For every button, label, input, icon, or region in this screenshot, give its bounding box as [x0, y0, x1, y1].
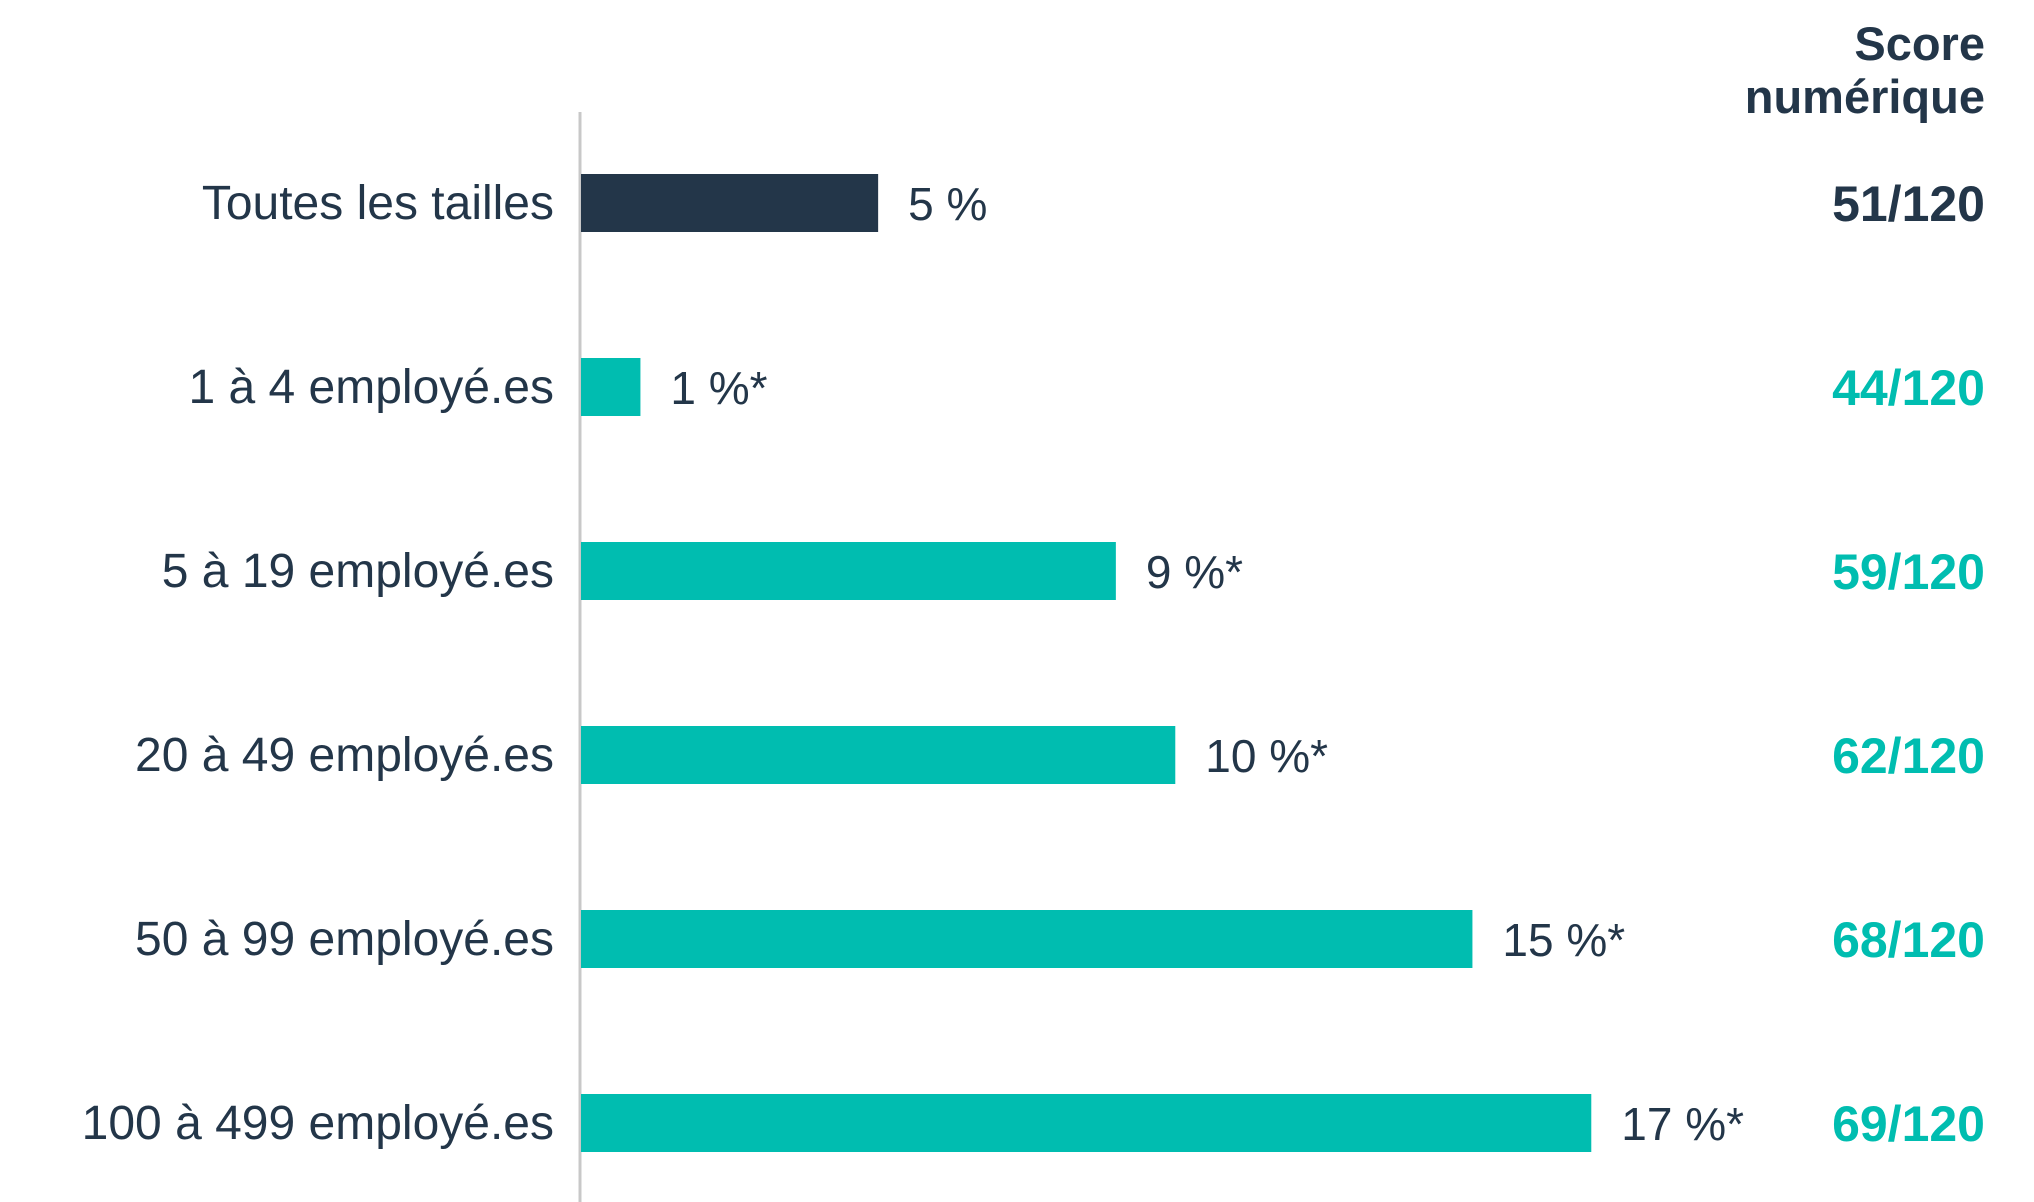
category-label: 100 à 499 employé.es	[82, 1097, 554, 1150]
data-label: 17 %*	[1621, 1098, 1744, 1150]
score-value: 44/120	[1832, 360, 1985, 416]
score-header-line: numérique	[1745, 70, 1985, 123]
category-label: 1 à 4 employé.es	[188, 361, 554, 414]
category-label: 50 à 99 employé.es	[135, 913, 554, 966]
bar	[581, 358, 641, 416]
score-value: 68/120	[1832, 912, 1985, 968]
score-value: 69/120	[1832, 1096, 1985, 1152]
score-value: 59/120	[1832, 544, 1985, 600]
category-label: Toutes les tailles	[202, 177, 554, 230]
bar	[581, 1094, 1592, 1152]
category-label: 5 à 19 employé.es	[162, 545, 554, 598]
bar	[581, 542, 1116, 600]
bar	[581, 910, 1473, 968]
data-label: 1 %*	[670, 362, 767, 414]
data-label: 15 %*	[1502, 914, 1625, 966]
score-header-line: Score	[1854, 17, 1985, 70]
score-header: Score numérique	[1745, 17, 1985, 123]
bar	[581, 726, 1176, 784]
data-label: 9 %*	[1146, 546, 1243, 598]
data-label: 10 %*	[1205, 730, 1328, 782]
data-label: 5 %	[908, 178, 987, 230]
score-value: 62/120	[1832, 728, 1985, 784]
bar	[581, 174, 879, 232]
score-value: 51/120	[1832, 176, 1985, 232]
category-label: 20 à 49 employé.es	[135, 729, 554, 782]
